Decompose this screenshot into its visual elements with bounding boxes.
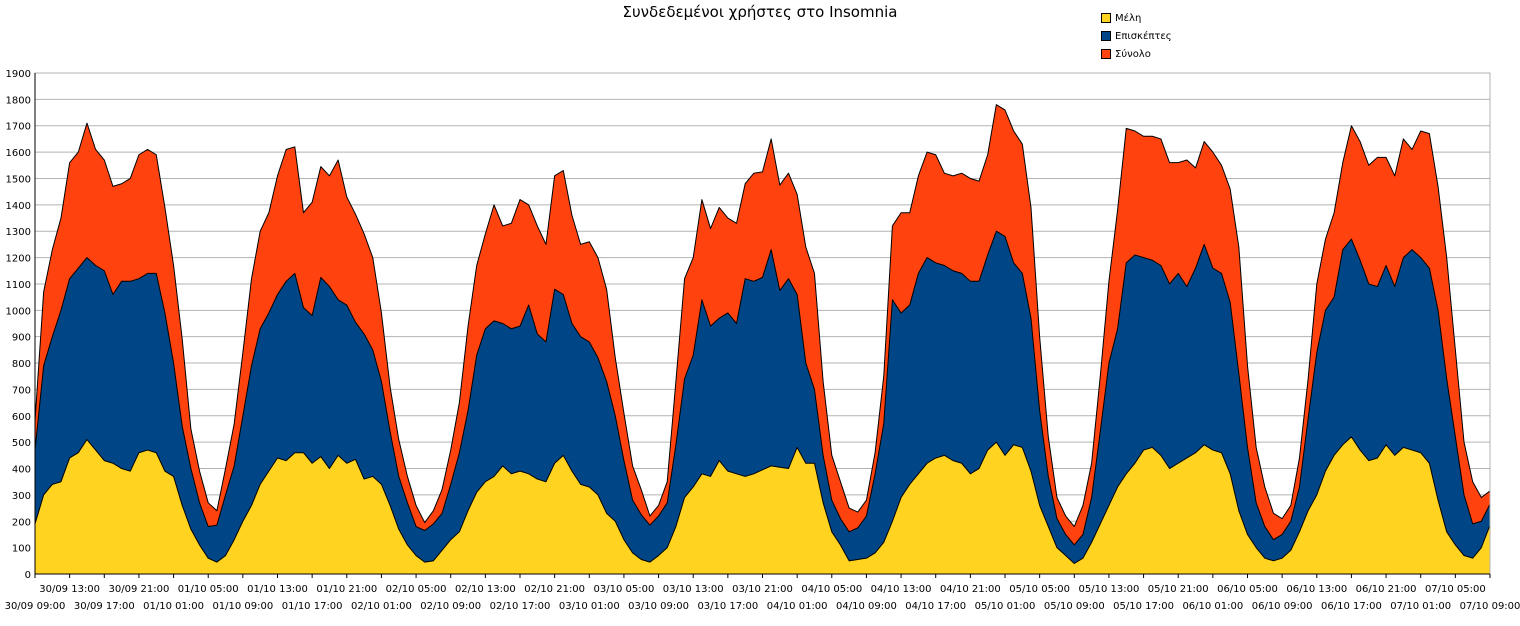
x-tick-label-lower-13: 04/10 17:00 — [905, 601, 966, 612]
x-tick-label-upper-12: 04/10 13:00 — [871, 584, 932, 595]
x-tick-label-lower-4: 01/10 17:00 — [282, 601, 343, 612]
legend-item-members: Μέλη — [1101, 9, 1172, 27]
y-tick-label-600: 600 — [12, 412, 31, 423]
x-tick-label-upper-9: 03/10 13:00 — [663, 584, 724, 595]
x-tick-label-upper-17: 06/10 05:00 — [1217, 584, 1278, 595]
legend-swatch-members — [1101, 13, 1111, 23]
x-tick-label-upper-14: 05/10 05:00 — [1009, 584, 1070, 595]
x-tick-label-lower-3: 01/10 09:00 — [212, 601, 273, 612]
y-tick-label-1900: 1900 — [6, 69, 31, 80]
x-tick-label-upper-2: 01/10 05:00 — [178, 584, 239, 595]
x-tick-label-upper-18: 06/10 13:00 — [1286, 584, 1347, 595]
x-tick-label-upper-15: 05/10 13:00 — [1079, 584, 1140, 595]
x-tick-label-lower-10: 03/10 17:00 — [697, 601, 758, 612]
x-tick-label-lower-19: 06/10 17:00 — [1321, 601, 1382, 612]
x-tick-label-lower-11: 04/10 01:00 — [767, 601, 828, 612]
y-tick-label-100: 100 — [12, 544, 31, 555]
y-tick-label-1700: 1700 — [6, 122, 31, 133]
legend-item-visitors: Επισκέπτες — [1101, 27, 1172, 45]
y-tick-label-1200: 1200 — [6, 254, 31, 265]
x-tick-label-lower-9: 03/10 09:00 — [628, 601, 689, 612]
x-tick-label-upper-11: 04/10 05:00 — [801, 584, 862, 595]
legend: Μέλη Επισκέπτες Σύνολο — [1101, 9, 1172, 63]
legend-item-total: Σύνολο — [1101, 45, 1172, 63]
x-tick-label-lower-16: 05/10 17:00 — [1113, 601, 1174, 612]
legend-swatch-visitors — [1101, 31, 1111, 41]
x-tick-label-lower-12: 04/10 09:00 — [836, 601, 897, 612]
x-tick-label-lower-21: 07/10 09:00 — [1460, 601, 1520, 612]
x-tick-label-upper-16: 05/10 21:00 — [1148, 584, 1209, 595]
y-tick-label-1300: 1300 — [6, 227, 31, 238]
x-tick-label-upper-6: 02/10 13:00 — [455, 584, 516, 595]
chart-title: Συνδεδεμένοι χρήστες στο Insomnia — [622, 3, 898, 21]
x-tick-label-upper-5: 02/10 05:00 — [386, 584, 447, 595]
legend-label-members: Μέλη — [1115, 12, 1142, 24]
y-tick-labels: 0 100 200 300 400 500 600 700 800 900 1000 1100 1200… — [6, 69, 31, 581]
y-tick-label-1800: 1800 — [6, 95, 31, 106]
y-tick-label-300: 300 — [12, 491, 31, 502]
x-tick-label-lower-5: 02/10 01:00 — [351, 601, 412, 612]
x-tick-label-upper-3: 01/10 13:00 — [247, 584, 308, 595]
x-tick-label-upper-4: 01/10 21:00 — [316, 584, 377, 595]
x-tick-labels: 30/09 09:00 30/09 17:00 01/10 01:00 01/10 0… — [5, 584, 1520, 612]
x-tick-label-upper-7: 02/10 21:00 — [524, 584, 585, 595]
x-tick-label-lower-14: 05/10 01:00 — [975, 601, 1036, 612]
x-tick-label-upper-8: 03/10 05:00 — [594, 584, 655, 595]
series-area-0 — [34, 436, 1491, 575]
x-tick-label-upper-13: 04/10 21:00 — [940, 584, 1001, 595]
legend-label-total: Σύνολο — [1115, 48, 1151, 60]
x-tick-label-upper-19: 06/10 21:00 — [1356, 584, 1417, 595]
y-tick-label-1400: 1400 — [6, 201, 31, 212]
x-tick-label-lower-20: 07/10 01:00 — [1390, 601, 1451, 612]
y-tick-label-400: 400 — [12, 465, 31, 476]
x-tick-label-lower-2: 01/10 01:00 — [143, 601, 204, 612]
y-tick-label-1600: 1600 — [6, 148, 31, 159]
y-tick-label-900: 900 — [12, 333, 31, 344]
x-tick-label-upper-10: 03/10 21:00 — [732, 584, 793, 595]
y-tick-label-1000: 1000 — [6, 306, 31, 317]
y-tick-label-1500: 1500 — [6, 174, 31, 185]
y-tick-label-200: 200 — [12, 517, 31, 528]
x-tick-label-upper-20: 07/10 05:00 — [1425, 584, 1486, 595]
x-tick-label-lower-18: 06/10 09:00 — [1252, 601, 1313, 612]
y-tick-label-0: 0 — [25, 570, 31, 581]
x-tick-label-lower-0: 30/09 09:00 — [5, 601, 66, 612]
x-tick-label-upper-1: 30/09 21:00 — [109, 584, 170, 595]
area-series — [34, 104, 1491, 575]
y-tick-label-500: 500 — [12, 438, 31, 449]
x-tick-label-lower-17: 06/10 01:00 — [1182, 601, 1243, 612]
x-tick-label-lower-7: 02/10 17:00 — [490, 601, 551, 612]
x-tick-label-lower-6: 02/10 09:00 — [420, 601, 481, 612]
x-tick-label-lower-15: 05/10 09:00 — [1044, 601, 1105, 612]
y-tick-label-800: 800 — [12, 359, 31, 370]
x-tick-label-lower-1: 30/09 17:00 — [74, 601, 135, 612]
x-tick-label-lower-8: 03/10 01:00 — [559, 601, 620, 612]
x-tick-label-upper-0: 30/09 13:00 — [39, 584, 100, 595]
axes — [34, 72, 1491, 578]
y-tick-label-700: 700 — [12, 385, 31, 396]
legend-swatch-total — [1101, 49, 1111, 59]
legend-label-visitors: Επισκέπτες — [1115, 30, 1172, 42]
y-tick-label-1100: 1100 — [6, 280, 31, 291]
